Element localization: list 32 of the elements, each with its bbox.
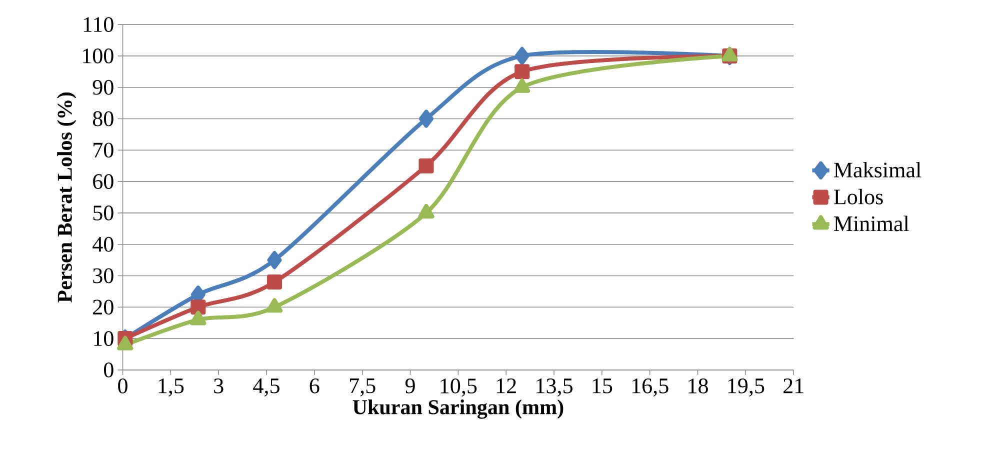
y-tick-label: 10 (94, 331, 114, 346)
x-tick-label: 13,5 (536, 378, 572, 397)
x-tick-label: 9 (405, 378, 415, 394)
y-tick-label: 0 (104, 362, 114, 378)
x-tick-label: 4,5 (253, 378, 280, 396)
y-tick-label: 110 (84, 17, 114, 32)
y-tick-label: 60 (93, 174, 114, 190)
x-tick-label: 18 (688, 378, 708, 394)
y-tick-label: 90 (92, 80, 114, 95)
y-tick-label: 100 (83, 48, 114, 64)
legend-label: Maksimal (834, 162, 922, 178)
y-tick-label: 80 (92, 111, 114, 126)
y-tick-label: 40 (92, 236, 114, 252)
legend-label: Minimal (834, 216, 909, 232)
y-tick-label: 50 (93, 206, 114, 220)
x-tick-label: 21 (784, 378, 804, 394)
x-tick-label: 16,5 (632, 378, 668, 397)
x-tick-label: 3 (214, 378, 224, 394)
y-tick-label: 30 (93, 268, 114, 284)
x-tick-label: 7,5 (350, 378, 376, 396)
x-tick-label: 10,5 (440, 378, 477, 397)
x-tick-label: 1,5 (158, 378, 184, 397)
x-axis-title: Ukuran Saringan (mm) (352, 400, 564, 419)
legend-label: Lolos (834, 188, 883, 204)
x-tick-label: 12 (496, 378, 516, 394)
x-tick-label: 15 (592, 378, 612, 394)
y-tick-label: 70 (94, 142, 114, 158)
x-tick-label: 19,5 (728, 378, 764, 397)
y-tick-label: 20 (93, 300, 114, 315)
y-axis-title: Persen Berat Lolos (%) (57, 92, 76, 303)
x-tick-label: 0 (118, 378, 128, 394)
x-tick-label: 6 (310, 378, 320, 394)
